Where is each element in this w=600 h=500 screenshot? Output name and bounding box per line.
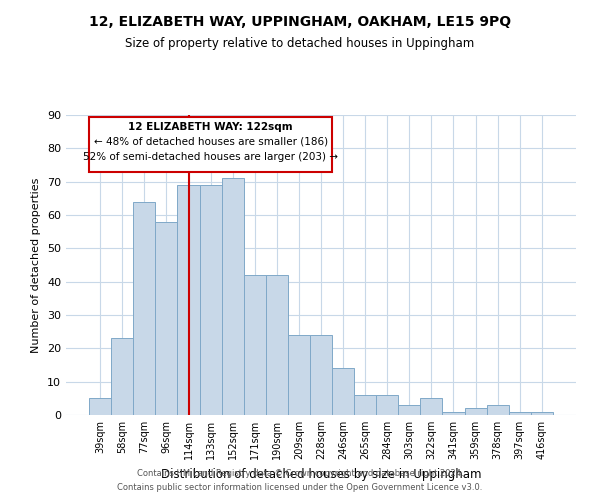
Text: Size of property relative to detached houses in Uppingham: Size of property relative to detached ho… [125,38,475,51]
Bar [531,412,553,415]
Bar [442,412,464,415]
Bar [310,335,332,415]
Text: 52% of semi-detached houses are larger (203) →: 52% of semi-detached houses are larger (… [83,152,338,162]
Bar [288,335,310,415]
Y-axis label: Number of detached properties: Number of detached properties [31,178,41,352]
Bar [332,368,354,415]
Bar [155,222,178,415]
Bar [178,185,200,415]
Bar [89,398,111,415]
Text: Contains public sector information licensed under the Open Government Licence v3: Contains public sector information licen… [118,484,482,492]
Bar [464,408,487,415]
Bar [487,405,509,415]
Bar [111,338,133,415]
Bar [509,412,531,415]
Bar [421,398,442,415]
Bar [200,185,221,415]
Bar [133,202,155,415]
Bar [398,405,421,415]
Text: 12 ELIZABETH WAY: 122sqm: 12 ELIZABETH WAY: 122sqm [128,122,293,132]
Bar [244,275,266,415]
X-axis label: Distribution of detached houses by size in Uppingham: Distribution of detached houses by size … [161,468,481,480]
Bar [221,178,244,415]
Bar [266,275,288,415]
Text: 12, ELIZABETH WAY, UPPINGHAM, OAKHAM, LE15 9PQ: 12, ELIZABETH WAY, UPPINGHAM, OAKHAM, LE… [89,15,511,29]
Bar [354,395,376,415]
Text: ← 48% of detached houses are smaller (186): ← 48% of detached houses are smaller (18… [94,136,328,146]
Bar [376,395,398,415]
Text: Contains HM Land Registry data © Crown copyright and database right 2024.: Contains HM Land Registry data © Crown c… [137,468,463,477]
FancyBboxPatch shape [89,116,332,172]
